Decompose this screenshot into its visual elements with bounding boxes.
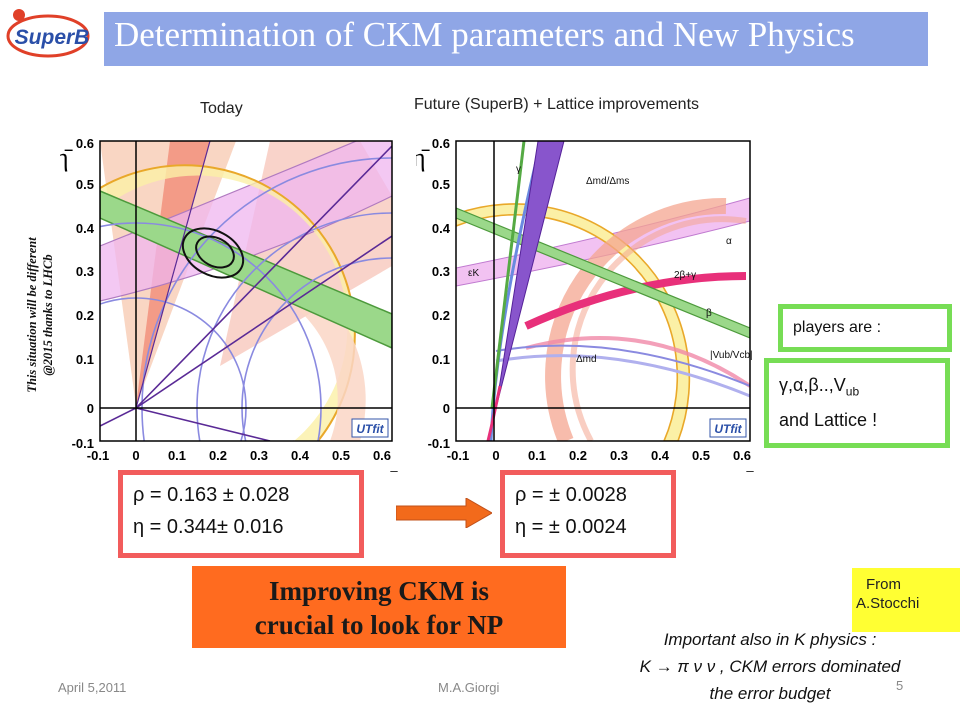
params-line1-sub: ub [845,384,860,399]
y-tick-label: 0.3 [76,264,94,279]
arrow-icon [396,498,492,528]
y-tick-label: 0.5 [432,177,450,192]
from-line1: From [866,576,901,593]
x-tick-label: 0 [492,448,499,463]
utfit-badge: UTfit [714,422,742,436]
rho-future: ρ = ± 0.0028 [515,484,627,506]
x-tick-label: 0.2 [569,448,587,463]
players-box: players are : [778,304,952,352]
k-physics-note: Important also in K physics : K → π ν ν … [600,626,940,707]
y-tick-label: -0.1 [72,436,94,451]
y-tick-label: -0.1 [428,436,450,451]
x-axis-label: ρ̄ [738,466,754,472]
label-beta: β [706,308,712,319]
params-line2: and Lattice ! [779,409,878,430]
k-note-line1: Important also in K physics : [663,630,877,649]
y-tick-label: 0.3 [432,264,450,279]
x-tick-label: 0.4 [651,448,670,463]
params-box: γ,α,β..,Vub and Lattice ! [764,358,950,448]
x-tick-label: 0.2 [209,448,227,463]
side-note-line1: This situation will be different [25,237,39,393]
k-note-line3: the error budget [709,684,831,703]
rho-today: ρ = 0.163 ± 0.028 [133,484,290,506]
eta-future: η = ± 0.0024 [515,516,627,538]
results-today-box: ρ = 0.163 ± 0.028 η = 0.344± 0.016 [118,470,364,558]
x-tick-label: 0.6 [373,448,391,463]
from-box: From A.Stocchi [852,568,960,632]
from-line2: A.Stocchi [856,595,920,612]
right-plot-caption: Future (SuperB) + Lattice improvements [414,96,700,113]
x-tick-label: 0.5 [692,448,710,463]
conclusion-banner: Improving CKM is crucial to look for NP [192,566,566,648]
y-tick-label: 0.6 [432,136,450,151]
x-tick-label: -0.1 [87,448,109,463]
y-axis-label: η̄ [416,143,430,172]
logo-text: SuperB [15,26,90,49]
y-tick-label: 0.1 [432,352,450,367]
x-tick-label: -0.1 [447,448,469,463]
banner-line1: Improving CKM is [268,576,490,606]
footer-date: April 5,2011 [58,680,127,695]
page-number: 5 [896,678,904,693]
label-gamma: γ [516,164,521,175]
label-vub-vcb: |Vub/Vcb| [710,350,753,361]
eta-today: η = 0.344± 0.016 [133,516,284,538]
y-tick-label: 0.1 [76,352,94,367]
superb-logo: SuperB [6,9,90,58]
x-tick-label: 0.5 [332,448,350,463]
results-future-box: ρ = ± 0.0028 η = ± 0.0024 [500,470,676,558]
x-tick-label: 0.6 [733,448,751,463]
y-tick-label: 0.6 [76,136,94,151]
footer-author: M.A.Giorgi [438,680,500,695]
y-tick-label: 0.2 [76,308,94,323]
slide-title: Determination of CKM parameters and New … [114,15,855,54]
label-2beta-gamma: 2β+γ [674,270,696,281]
side-note-line2: @2015 thanks to LHCb [41,254,55,375]
y-tick-label: 0 [87,401,94,416]
label-dmd: Δmd [576,354,597,365]
y-tick-label: 0.2 [432,308,450,323]
y-tick-label: 0.4 [76,221,95,236]
label-alpha: α [726,236,732,247]
y-tick-label: 0.4 [432,221,451,236]
k-note-line2: K → π ν ν , CKM errors dominated [639,657,901,676]
title-bar [104,12,928,66]
utfit-badge: UTfit [356,422,384,436]
side-note: This situation will be different @2015 t… [25,237,55,393]
y-tick-label: 0.5 [76,177,94,192]
banner-line2: crucial to look for NP [254,610,504,640]
x-tick-label: 0.3 [250,448,268,463]
players-text: players are : [793,319,882,336]
label-epsk: εK [468,268,479,279]
left-plot-caption: Today [200,100,243,117]
y-tick-label: 0 [443,401,450,416]
left-ckm-plot: 0.6 0.5 0.4 0.3 0.2 0.1 0 -0.1 -0.1 0 0.… [60,126,400,472]
x-tick-label: 0.4 [291,448,310,463]
x-tick-label: 0.3 [610,448,628,463]
x-tick-label: 0.1 [168,448,186,463]
y-axis-label: η̄ [60,143,73,172]
x-axis-label: ρ̄ [382,466,398,472]
label-dmd-dms: Δmd/Δms [586,176,629,187]
x-tick-label: 0.1 [528,448,546,463]
params-line1: γ,α,β..,V [779,375,846,395]
x-tick-label: 0 [132,448,139,463]
right-ckm-plot: 0.6 0.5 0.4 0.3 0.2 0.1 0 -0.1 -0.1 0 0.… [416,126,762,472]
